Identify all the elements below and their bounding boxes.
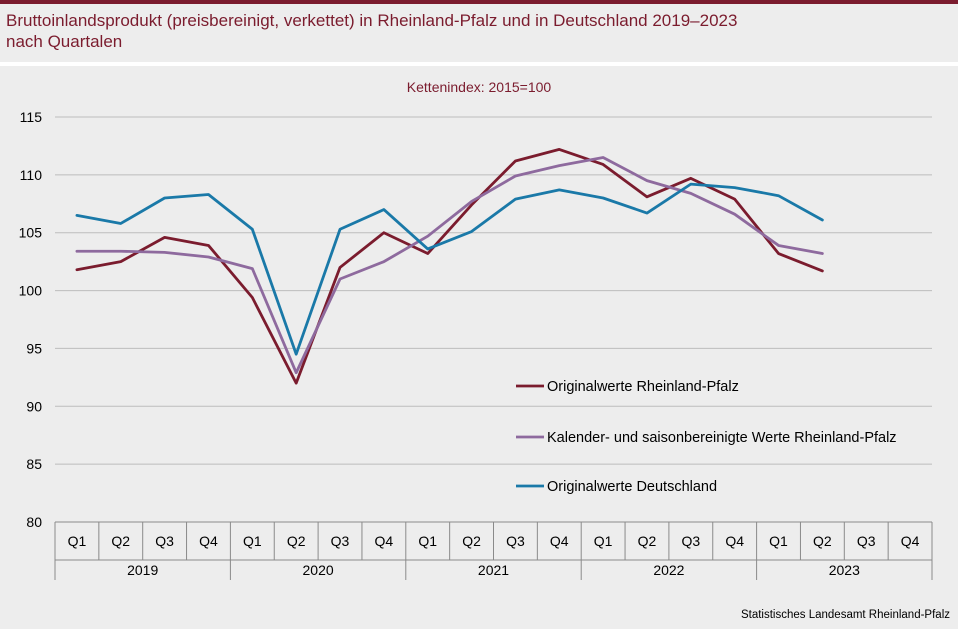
y-tick-label: 95 <box>26 340 42 356</box>
x-tick-label: Q1 <box>68 533 87 549</box>
x-tick-label: Q1 <box>243 533 262 549</box>
x-tick-label: Q3 <box>331 533 350 549</box>
year-label: 2020 <box>303 562 334 578</box>
chart-title: Bruttoinlandsprodukt (preisbereinigt, ve… <box>6 10 946 52</box>
x-tick-label: Q4 <box>375 533 394 549</box>
x-tick-label: Q2 <box>111 533 130 549</box>
series-line-3 <box>75 182 824 356</box>
x-tick-label: Q2 <box>287 533 306 549</box>
chart-title-line-1: Bruttoinlandsprodukt (preisbereinigt, ve… <box>6 11 738 30</box>
legend-label-1: Originalwerte Rheinland-Pfalz <box>547 379 739 395</box>
data-series <box>75 148 824 385</box>
chart-subtitle: Kettenindex: 2015=100 <box>406 79 552 95</box>
header-separator <box>0 62 958 66</box>
x-tick-label: Q3 <box>155 533 174 549</box>
year-label: 2019 <box>127 562 158 578</box>
x-tick-label: Q2 <box>813 533 832 549</box>
x-tick-label: Q3 <box>857 533 876 549</box>
chart-title-line-2: nach Quartalen <box>6 32 123 51</box>
x-tick-label: Q1 <box>769 533 788 549</box>
axes: 80 85 90 95 100 105 110 115 Q1 Q2 Q3 Q4 Q1 Q2 Q3 Q4 Q1 Q2… <box>19 109 933 580</box>
year-label: 2021 <box>478 562 509 578</box>
y-tick-label: 110 <box>20 167 43 183</box>
y-tick-label: 80 <box>26 514 42 530</box>
series-line-1 <box>75 148 824 385</box>
y-tick-label: 85 <box>26 456 42 472</box>
top-accent-rule <box>0 0 958 4</box>
x-tick-label: Q4 <box>199 533 218 549</box>
x-tick-label: Q1 <box>418 533 437 549</box>
legend-label-2: Kalender- und saisonbereinigte Werte Rhe… <box>547 430 897 446</box>
x-tick-label: Q3 <box>506 533 525 549</box>
x-tick-label: Q3 <box>681 533 700 549</box>
grid-lines <box>55 116 932 465</box>
y-tick-label: 115 <box>20 109 43 125</box>
series-line-2 <box>75 156 824 375</box>
source-note: Statistisches Landesamt Rheinland-Pfalz <box>740 609 950 621</box>
year-label: 2023 <box>829 562 860 578</box>
x-tick-label: Q2 <box>638 533 657 549</box>
x-tick-label: Q1 <box>594 533 613 549</box>
y-tick-label: 100 <box>19 283 43 299</box>
legend: Originalwerte Rheinland-Pfalz Kalender- u… <box>516 379 897 495</box>
x-tick-label: Q4 <box>725 533 744 549</box>
year-label: 2022 <box>653 562 684 578</box>
legend-label-3: Originalwerte Deutschland <box>547 479 717 495</box>
y-tick-label: 105 <box>19 225 43 241</box>
x-tick-label: Q2 <box>462 533 481 549</box>
y-tick-label: 90 <box>26 398 42 414</box>
x-tick-label: Q4 <box>901 533 920 549</box>
x-tick-label: Q4 <box>550 533 569 549</box>
